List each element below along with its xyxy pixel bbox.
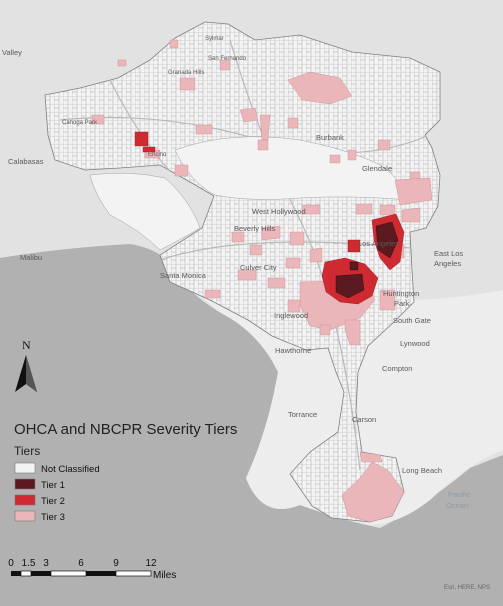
scale-bar-seg-5 [86, 571, 116, 576]
legend-label-0: Not Classified [41, 464, 100, 475]
tier1-areas [335, 221, 399, 299]
legend: OHCA and NBCPR Severity Tiers Tiers Not … [14, 421, 237, 523]
north-label: N [22, 338, 31, 352]
label-long-beach: Long Beach [402, 466, 442, 475]
legend-label-3: Tier 3 [41, 512, 65, 523]
scale-bar-seg-1 [11, 571, 21, 576]
label-carson: Carson [352, 415, 376, 424]
legend-swatch-2 [14, 494, 36, 506]
label-hawthorne: Hawthorne [275, 346, 311, 355]
north-arrow: N [15, 338, 37, 392]
label-burbank: Burbank [316, 133, 344, 142]
tier3-areas [91, 39, 433, 523]
scale-tick-5: 12 [145, 558, 157, 569]
label-compton: Compton [382, 364, 412, 373]
label-east-los: East Los [434, 249, 463, 258]
label-encino: Encino [148, 152, 167, 158]
scale-tick-1: 1.5 [22, 558, 36, 569]
scale-bar-seg-6 [115, 570, 152, 577]
ocean [0, 244, 503, 606]
label-lynwood: Lynwood [400, 339, 430, 348]
label-los-angeles: Los Angeles [358, 239, 399, 248]
scale-tick-0: 0 [8, 558, 14, 569]
label-calabasas: Calabasas [8, 157, 44, 166]
label-huntington-park: Park [394, 299, 410, 308]
label-huntington: Huntington [383, 289, 419, 298]
legend-label-2: Tier 2 [41, 496, 65, 507]
scale-bar-seg-3 [31, 571, 51, 576]
label-west-hollywood: West Hollywood [252, 207, 306, 216]
scale-tick-3: 6 [78, 558, 84, 569]
label-pacific: Pacific [448, 490, 470, 499]
legend-swatch-0 [14, 462, 36, 474]
legend-swatch-1 [14, 478, 36, 490]
legend-swatch-3 [14, 510, 36, 522]
scale-bar: 0 1.5 3 6 9 12 Miles [8, 558, 176, 581]
mountain-area-west [89, 172, 201, 251]
label-sylmar: Sylmar [205, 36, 224, 42]
label-valley: Valley [2, 48, 22, 57]
label-glendale: Glendale [362, 164, 392, 173]
legend-label-1: Tier 1 [41, 480, 65, 491]
scale-unit: Miles [153, 570, 176, 581]
label-santa-monica: Santa Monica [160, 271, 207, 280]
legend-subtitle: Tiers [14, 444, 40, 458]
label-ocean: Ocean [446, 501, 468, 510]
label-canoga-park: Canoga Park [62, 120, 98, 126]
label-san-fernando: San Fernando [208, 56, 247, 62]
label-east-los-angeles: Angeles [434, 259, 461, 268]
label-inglewood: Inglewood [274, 311, 308, 320]
map-credit: Esri, HERE, NPS [444, 585, 490, 591]
place-labels: Valley Sylmar San Fernando Granada Hills… [2, 36, 470, 510]
label-torrance: Torrance [288, 410, 317, 419]
scale-bar-seg-2 [20, 570, 32, 577]
label-malibu: Malibu [20, 253, 42, 262]
scale-tick-2: 3 [43, 558, 49, 569]
label-beverly-hills: Beverly Hills [234, 224, 276, 233]
label-culver-city: Culver City [240, 263, 277, 272]
scale-tick-4: 9 [113, 558, 119, 569]
label-south-gate: South Gate [393, 316, 431, 325]
label-granada-hills: Granada Hills [168, 70, 204, 76]
scale-bar-seg-4 [50, 570, 87, 577]
legend-title: OHCA and NBCPR Severity Tiers [14, 421, 237, 438]
